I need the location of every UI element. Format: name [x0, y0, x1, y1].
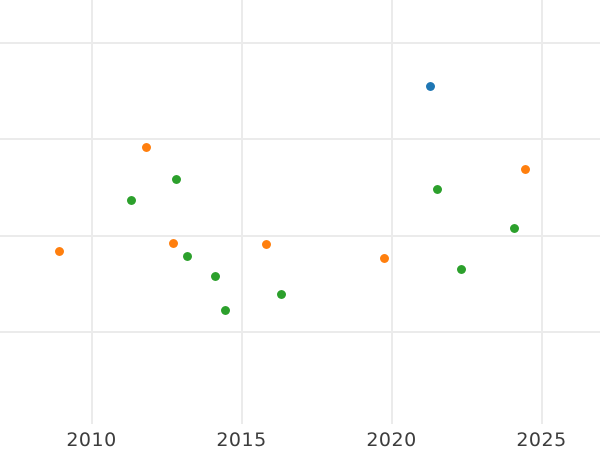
vertical-gridline — [390, 0, 393, 424]
horizontal-gridline — [0, 330, 600, 333]
scatter-point-green — [432, 184, 442, 194]
x-tick-label-2015: 2015 — [216, 429, 267, 450]
scatter-point-orange — [379, 253, 389, 263]
scatter-point-orange — [54, 246, 64, 256]
scatter-point-orange — [169, 238, 178, 248]
scatter-point-orange — [261, 239, 271, 249]
x-tick-label-2010: 2010 — [66, 429, 117, 450]
vertical-gridline — [240, 0, 243, 424]
horizontal-gridline — [0, 234, 600, 237]
horizontal-gridline — [0, 42, 600, 44]
scatter-point-green — [182, 251, 192, 261]
scatter-point-orange — [520, 164, 530, 174]
vertical-gridline — [540, 0, 543, 424]
scatter-point-green — [509, 223, 519, 233]
horizontal-gridline — [0, 138, 600, 140]
x-tick-label-2020: 2020 — [366, 429, 417, 450]
scatter-point-green — [126, 195, 136, 205]
vertical-gridline — [90, 0, 93, 424]
scatter-point-green — [277, 289, 286, 299]
scatter-point-green — [221, 305, 230, 315]
x-tick-label-2025: 2025 — [516, 429, 567, 450]
scatter-point-green — [211, 271, 220, 281]
scatter-point-blue — [425, 81, 435, 91]
scatter-point-green — [457, 264, 466, 274]
scatter-point-green — [172, 174, 181, 184]
scatter-point-orange — [141, 142, 151, 152]
